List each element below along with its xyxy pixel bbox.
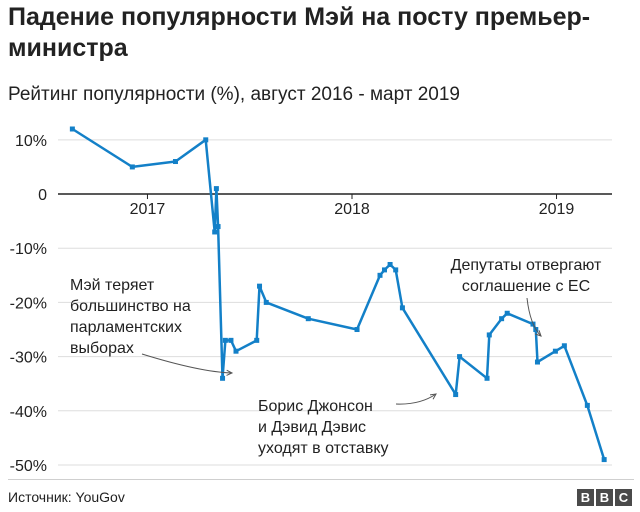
bbc-logo-letter: B — [577, 489, 594, 506]
data-point — [584, 402, 590, 408]
y-tick-label: -10% — [10, 241, 47, 258]
y-tick-label: 0 — [38, 187, 47, 204]
line-chart: 10% 0 -10% -20% -30% -40% -50% 2017 2018 2019 Мэй… — [10, 126, 612, 475]
grid-layer — [58, 139, 612, 466]
data-point — [534, 359, 540, 365]
data-point — [233, 348, 239, 354]
data-point — [257, 283, 263, 289]
data-point — [399, 305, 405, 311]
annotation-text: соглашение с ЕС — [462, 278, 590, 295]
y-tick-label: -50% — [10, 458, 47, 475]
annotation-text: уходят в отставку — [258, 440, 389, 457]
data-point — [381, 267, 387, 273]
annotation-arrowhead — [226, 369, 234, 376]
data-point — [499, 316, 505, 322]
annotation-text: выборах — [70, 340, 134, 357]
annotation-arrow — [526, 297, 542, 337]
x-tick-label: 2019 — [539, 201, 575, 218]
chart-subtitle: Рейтинг популярности (%), август 2016 - … — [8, 84, 461, 105]
annotation-arrow — [395, 393, 437, 405]
x-tick-label: 2017 — [130, 201, 166, 218]
annotation-text: парламентских — [70, 319, 182, 336]
bbc-logo-letter: C — [615, 489, 632, 506]
annotation-text: большинство на — [70, 298, 191, 315]
data-point — [504, 310, 510, 316]
data-point — [263, 299, 269, 305]
data-point — [222, 337, 228, 343]
annotation-layer: Мэй теряет большинство на парламентских выб… — [70, 257, 602, 457]
data-point — [484, 375, 490, 381]
data-point — [215, 224, 221, 230]
x-tick-label: 2018 — [334, 201, 370, 218]
data-point — [552, 348, 558, 354]
data-point — [601, 457, 607, 463]
data-point — [561, 343, 567, 349]
data-point — [203, 137, 209, 143]
annotation-text: Борис Джонсон — [258, 398, 373, 415]
data-point — [172, 159, 178, 165]
source-note: Источник: YouGov — [8, 489, 125, 505]
y-tick-label: 10% — [15, 133, 47, 150]
annotation-text: Депутаты отвергают — [451, 257, 602, 274]
data-point — [69, 126, 75, 132]
data-point — [213, 186, 219, 192]
data-point — [486, 332, 492, 338]
data-point — [354, 327, 360, 333]
data-point — [393, 267, 399, 273]
bbc-logo-letter: B — [596, 489, 613, 506]
data-point — [129, 164, 135, 170]
data-point — [457, 354, 463, 360]
data-point — [377, 272, 383, 278]
y-tick-label: -30% — [10, 350, 47, 367]
axis-layer: 10% 0 -10% -20% -30% -40% -50% 2017 2018 2019 — [10, 133, 612, 475]
annotation-text: Мэй теряет — [70, 277, 155, 294]
data-point — [387, 261, 393, 267]
data-point — [220, 375, 226, 381]
annotation-arrowhead — [535, 330, 542, 337]
annotation-arrowhead — [429, 393, 437, 400]
data-point — [305, 316, 311, 322]
bbc-logo: B B C — [577, 489, 632, 506]
data-point — [228, 337, 234, 343]
annotation-arrow — [141, 353, 233, 374]
data-point — [453, 392, 459, 398]
chart-title: Падение популярности Мэй на посту премье… — [8, 3, 591, 62]
annotation-text: и Дэвид Дэвис — [258, 419, 366, 436]
footer-divider — [8, 479, 634, 480]
data-point — [254, 337, 260, 343]
y-tick-label: -40% — [10, 404, 47, 421]
y-tick-label: -20% — [10, 295, 47, 312]
data-point — [212, 229, 218, 235]
